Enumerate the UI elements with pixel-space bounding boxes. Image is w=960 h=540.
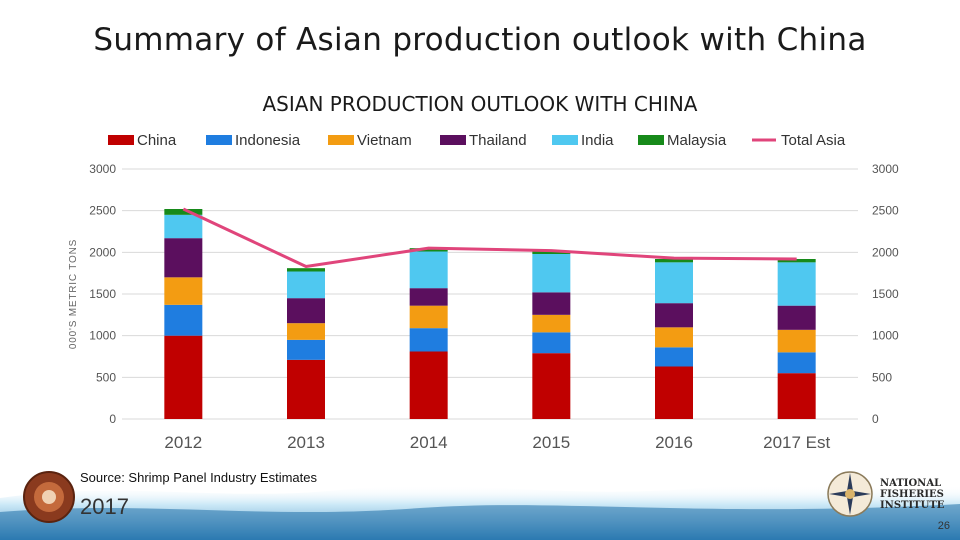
legend-label: Total Asia [781, 132, 846, 149]
y-tick-label: 0 [109, 412, 116, 426]
x-tick-label: 2016 [655, 433, 693, 452]
bar-segment-vietnam [532, 314, 571, 333]
legend-swatch [638, 135, 664, 145]
bar-segment-vietnam [777, 329, 816, 353]
stacked-bar-chart: ASIAN PRODUCTION OUTLOOK WITH CHINA Chin… [68, 92, 899, 452]
y-tick-label: 2000 [89, 245, 116, 259]
bar-segment-china [532, 353, 571, 419]
y-tick-label: 1000 [89, 329, 116, 343]
legend-swatch [206, 135, 232, 145]
bar-segment-india [532, 254, 571, 293]
legend-label: Malaysia [667, 132, 727, 149]
y-axis-right: 0 500 1000 1500 2000 2500 3000 [872, 162, 899, 426]
compass-rose-logo [827, 471, 873, 517]
x-tick-label: 2014 [410, 433, 448, 452]
bar-segment-indonesia [655, 347, 693, 367]
conference-seal-logo [23, 471, 75, 523]
bar-segment-thailand [164, 238, 203, 278]
bar-segment-malaysia [287, 268, 325, 272]
y-tick-label-right: 0 [872, 412, 879, 426]
gridlines [122, 168, 858, 420]
org-name-line: INSTITUTE [880, 500, 945, 511]
bar-segment-india [409, 251, 448, 289]
bar-segment-vietnam [164, 277, 203, 305]
bar-segment-thailand [655, 303, 693, 328]
bar-segment-thailand [777, 305, 816, 330]
bar-segment-malaysia [777, 259, 816, 263]
bar-segment-indonesia [164, 304, 203, 336]
legend-label: Indonesia [235, 132, 301, 149]
water-splash-decoration [0, 485, 960, 540]
legend-label: India [581, 132, 614, 149]
bar-segment-indonesia [532, 332, 571, 354]
bar-segment-india [655, 262, 693, 304]
legend-label: Thailand [469, 132, 527, 149]
bar-segment-indonesia [287, 339, 325, 360]
y-tick-label-right: 2500 [872, 204, 899, 218]
bar-segment-indonesia [777, 352, 816, 374]
bar-segment-thailand [287, 298, 325, 324]
y-tick-label: 3000 [89, 162, 116, 176]
total-asia-series-line [182, 207, 797, 268]
bar-segment-thailand [532, 292, 571, 315]
bar-segment-china [655, 366, 693, 419]
bar-segment-india [164, 214, 203, 239]
source-note: Source: Shrimp Panel Industry Estimates [80, 470, 317, 485]
bar-segment-china [287, 359, 325, 419]
x-tick-label: 2015 [532, 433, 570, 452]
x-tick-label: 2012 [164, 433, 202, 452]
bar-segment-indonesia [409, 328, 448, 352]
y-axis-title: 000'S METRIC TONS [68, 239, 79, 349]
legend-swatch [108, 135, 134, 145]
org-name-line: FISHERIES [880, 489, 944, 500]
total-asia-line [182, 207, 797, 268]
bars [164, 209, 816, 419]
bar-segment-vietnam [287, 323, 325, 340]
x-tick-label: 2013 [287, 433, 325, 452]
slide-title: Summary of Asian production outlook with… [93, 22, 867, 58]
bar-segment-india [287, 271, 325, 299]
legend-label: China [137, 132, 177, 149]
bar-segment-vietnam [409, 305, 448, 329]
x-tick-label: 2017 Est [763, 433, 830, 452]
legend-swatch [328, 135, 354, 145]
x-axis: 2012 2013 2014 2015 2016 2017 Est [164, 433, 830, 452]
organization-name: NATIONAL FISHERIES INSTITUTE [880, 478, 944, 511]
page-number: 26 [937, 520, 950, 532]
y-tick-label-right: 500 [872, 370, 892, 384]
y-tick-label-right: 3000 [872, 162, 899, 176]
bar-segment-china [777, 373, 816, 419]
bar-segment-malaysia [409, 248, 448, 252]
bar-segment-india [777, 262, 816, 306]
chart-legend: China Indonesia Vietnam Thailand India Malays… [108, 132, 846, 149]
org-name-line: NATIONAL [880, 478, 942, 489]
bar-segment-thailand [409, 288, 448, 306]
y-tick-label: 2500 [89, 204, 116, 218]
legend-swatch [440, 135, 466, 145]
y-tick-label-right: 1000 [872, 329, 899, 343]
y-tick-label-right: 2000 [872, 245, 899, 259]
bar-segment-malaysia [655, 259, 693, 263]
y-tick-label-right: 1500 [872, 287, 899, 301]
bar-segment-malaysia [532, 250, 571, 254]
y-axis-left: 0 500 1000 1500 2000 2500 3000 [89, 162, 116, 426]
y-tick-label: 500 [96, 370, 116, 384]
chart-title: ASIAN PRODUCTION OUTLOOK WITH CHINA [263, 92, 698, 116]
bar-segment-malaysia [164, 209, 203, 215]
y-tick-label: 1500 [89, 287, 116, 301]
legend-label: Vietnam [357, 132, 412, 149]
bar-segment-china [409, 351, 448, 419]
legend-swatch [552, 135, 578, 145]
bar-segment-china [164, 335, 203, 419]
bar-segment-vietnam [655, 327, 693, 348]
year-label: 2017 [80, 494, 129, 519]
